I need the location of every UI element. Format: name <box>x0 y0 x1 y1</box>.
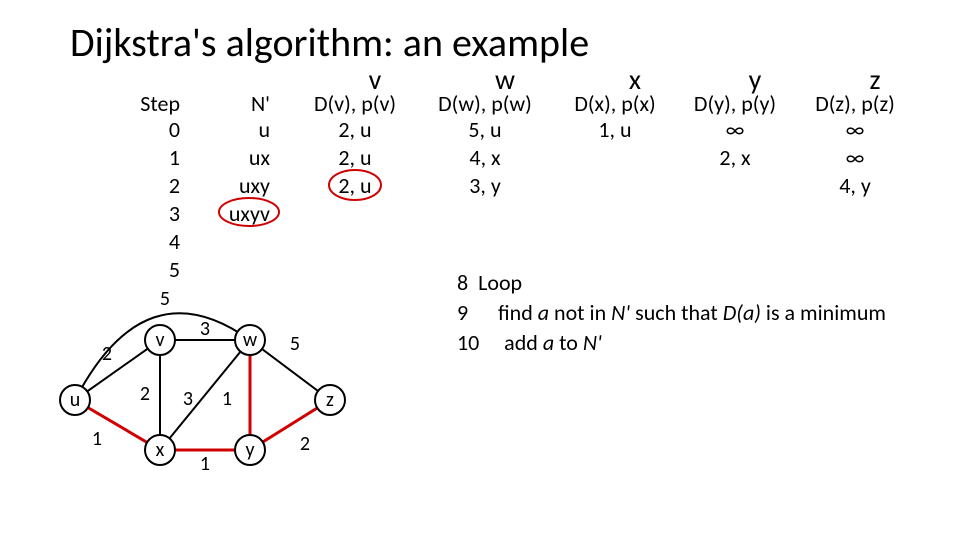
loop-line-8: 8 Loop <box>457 268 886 298</box>
col-nprime: N' <box>190 90 270 117</box>
cell-v-0: 2, u <box>295 116 415 144</box>
node-v: v <box>145 325 175 355</box>
w-yz: 2 <box>300 432 310 456</box>
col-step: Step <box>120 90 180 117</box>
cell-z-1: ∞ <box>795 144 915 172</box>
circled-nprime-oval <box>215 195 283 229</box>
cell-w-0: 5, u <box>425 116 545 144</box>
cell-step-5: 5 <box>120 256 180 284</box>
w-ux: 1 <box>92 427 102 451</box>
cell-nprime-1: ux <box>190 144 270 172</box>
cell-step-4: 4 <box>120 228 180 256</box>
cell-w-1: 4, x <box>425 144 545 172</box>
cell-w-2: 3, y <box>425 172 545 200</box>
loop-code: 8 Loop 9 find a not in N' such that D(a)… <box>457 268 886 358</box>
col-v: D(v), p(v) <box>295 90 415 117</box>
svg-text:y: y <box>245 438 254 462</box>
col-y: D(y), p(y) <box>675 90 795 117</box>
cell-z-0: ∞ <box>795 116 915 144</box>
w-vx: 2 <box>140 382 150 406</box>
network-graph: u v x w y z 2 1 5 3 2 3 1 1 5 2 <box>55 290 365 490</box>
node-w: w <box>235 325 265 355</box>
w-vw: 3 <box>200 317 210 341</box>
node-y: y <box>235 435 265 465</box>
svg-text:x: x <box>156 438 165 462</box>
cell-step-2: 2 <box>120 172 180 200</box>
cell-x-0: 1, u <box>555 116 675 144</box>
svg-text:w: w <box>243 328 258 352</box>
cell-step-0: 0 <box>120 116 180 144</box>
node-x: x <box>145 435 175 465</box>
circled-min-oval <box>325 167 385 203</box>
node-z: z <box>315 385 345 415</box>
cell-step-3: 3 <box>120 200 180 228</box>
loop-line-10: 10 add a to N' <box>457 328 886 358</box>
edge-x-w <box>160 340 250 450</box>
w-xy: 1 <box>200 452 210 476</box>
page-title: Dijkstra's algorithm: an example <box>70 18 589 67</box>
col-x: D(x), p(x) <box>555 90 675 117</box>
loop-line-9: 9 find a not in N' such that D(a) is a m… <box>457 298 886 328</box>
svg-text:z: z <box>326 388 334 412</box>
cell-y-1: 2, x <box>675 144 795 172</box>
col-z: D(z), p(z) <box>795 90 915 117</box>
w-wz: 5 <box>290 332 300 356</box>
w-wy: 1 <box>222 387 232 411</box>
svg-text:u: u <box>70 388 81 412</box>
w-uw: 5 <box>160 290 170 311</box>
cell-y-0: ∞ <box>675 116 795 144</box>
cell-nprime-0: u <box>190 116 270 144</box>
node-u: u <box>60 385 90 415</box>
cell-step-1: 1 <box>120 144 180 172</box>
col-w: D(w), p(w) <box>425 90 545 117</box>
cell-z-2: 4, y <box>795 172 915 200</box>
w-uv: 2 <box>102 342 112 366</box>
svg-text:v: v <box>155 328 164 352</box>
w-xw: 3 <box>183 387 193 411</box>
